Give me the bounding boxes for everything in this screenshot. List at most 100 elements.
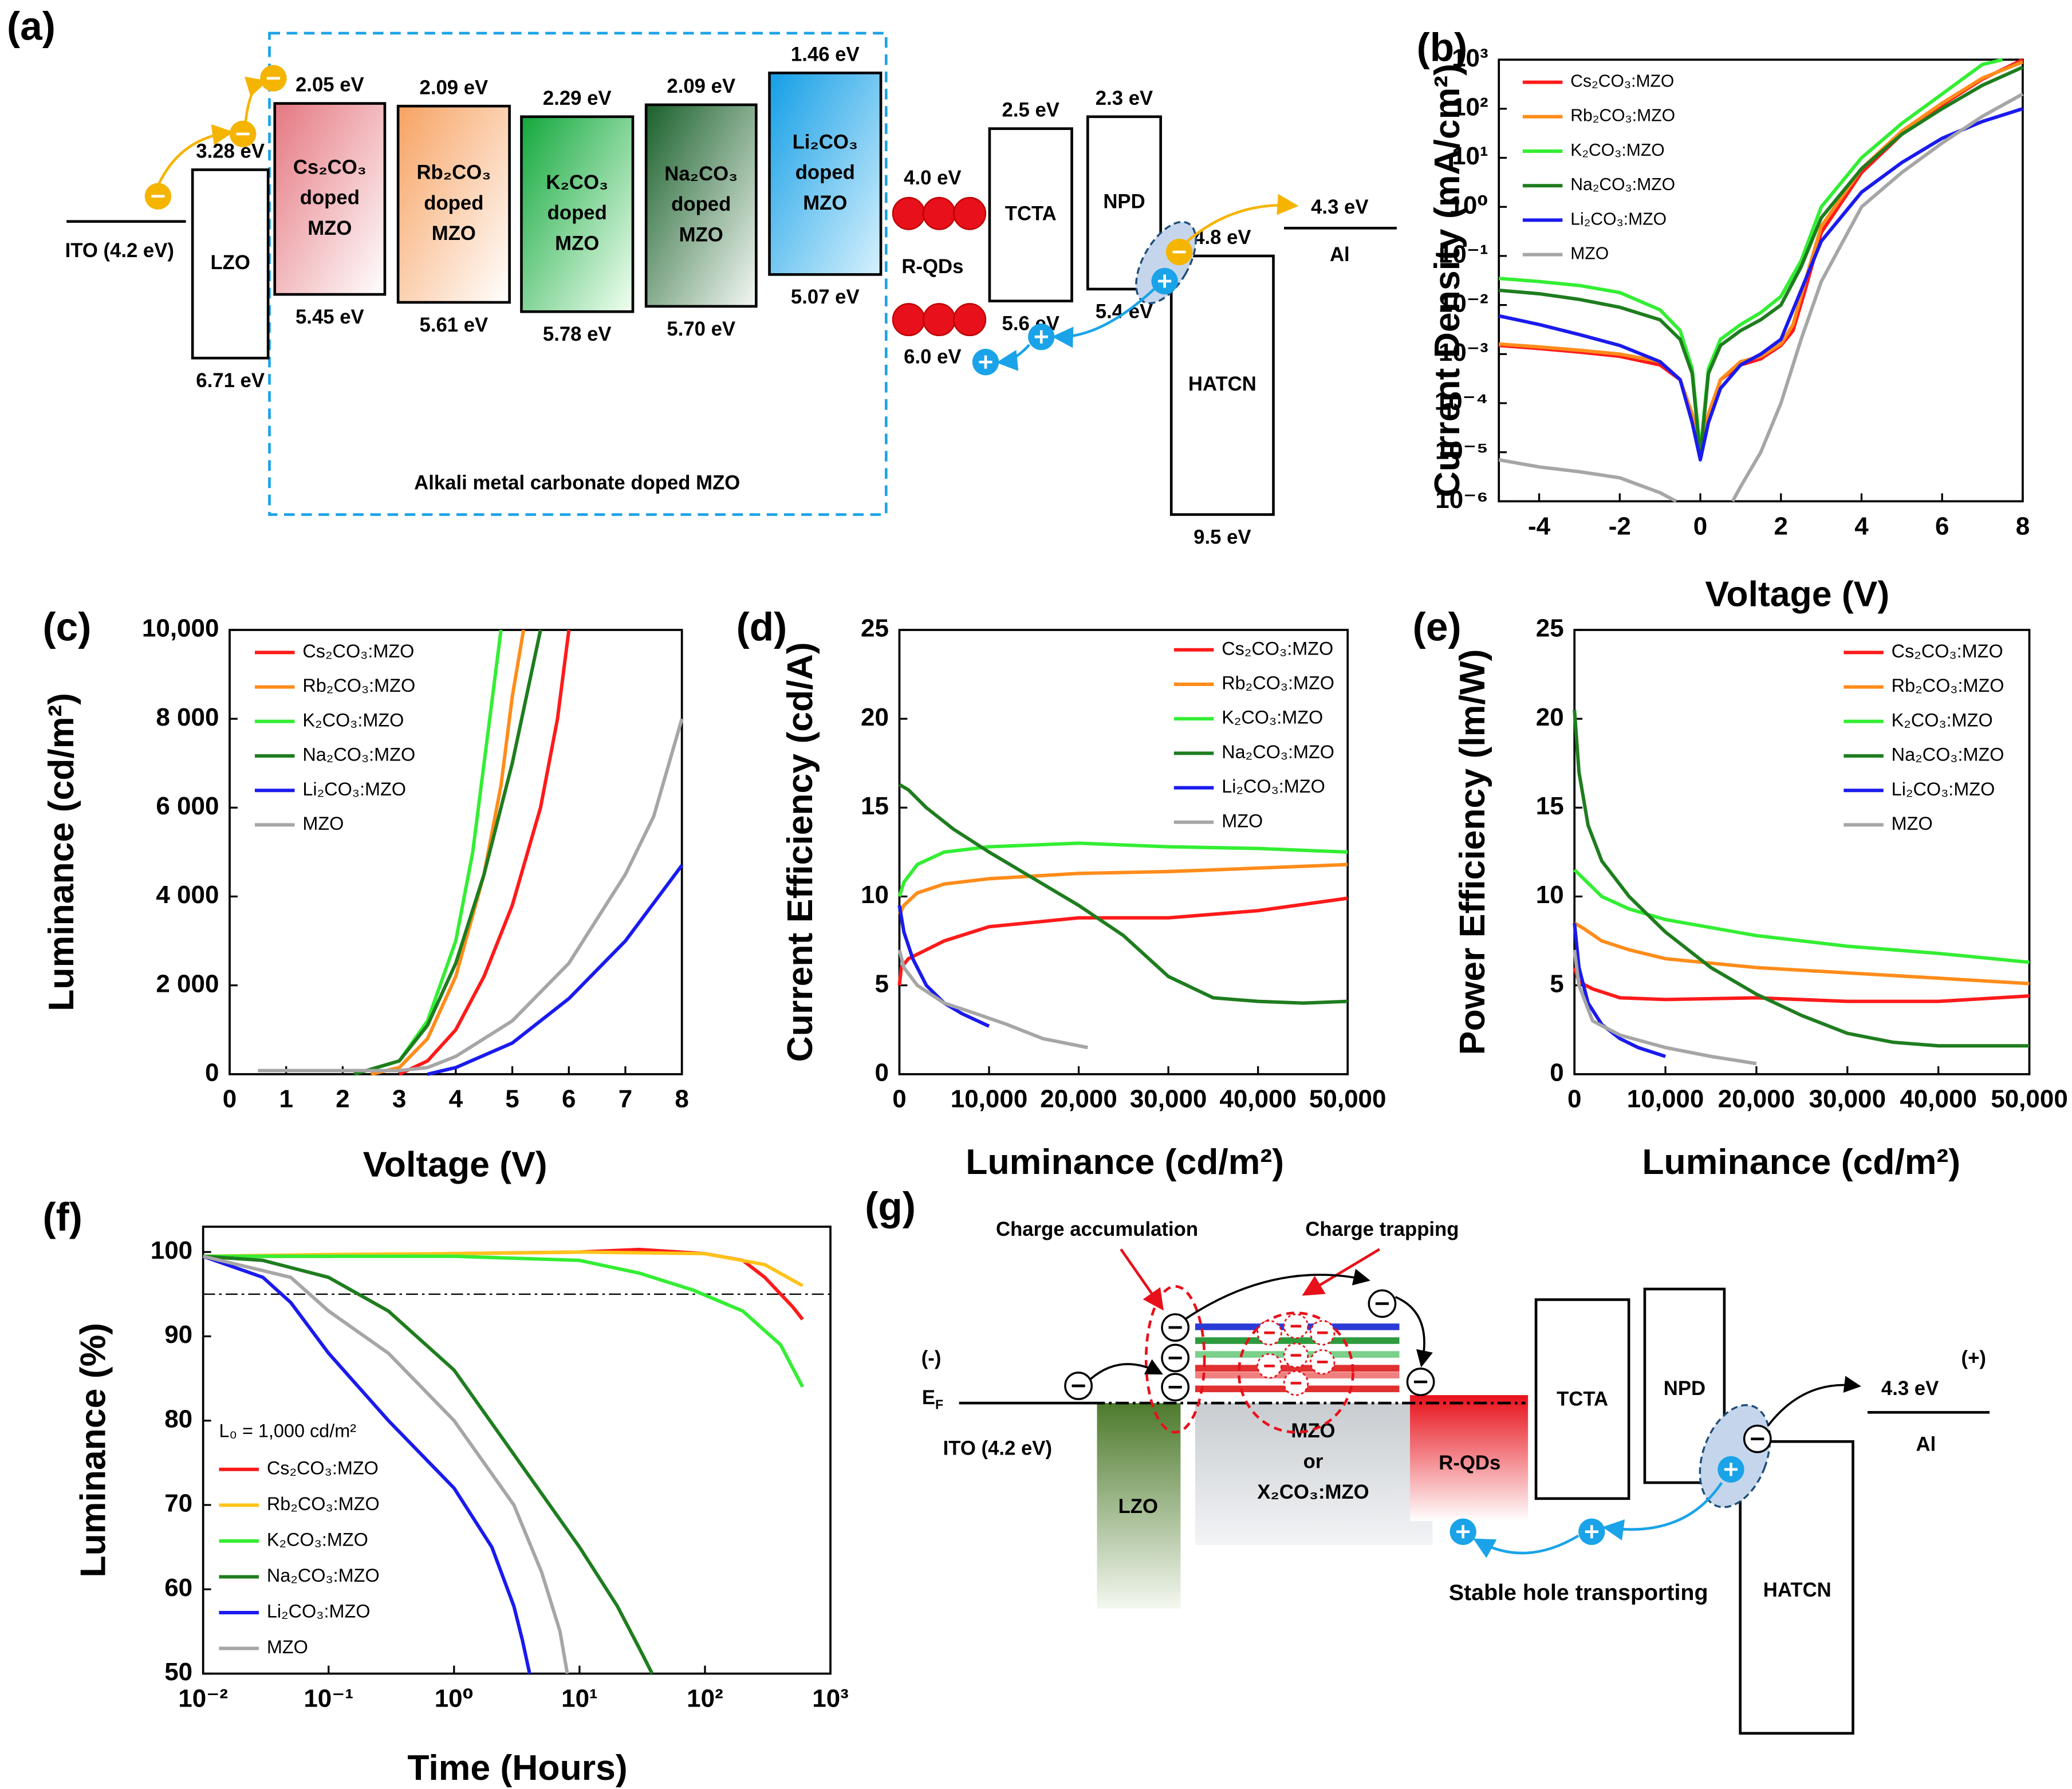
y-tick-label: 10⁻⁵ (1435, 436, 1488, 464)
arrow (244, 76, 268, 123)
diagram-label: 4.3 eV (1881, 1378, 1939, 1400)
legend-label: Cs₂CO₃:MZO (1570, 72, 1674, 91)
y-tick-label: 6 000 (156, 792, 219, 820)
x-tick-label: 2 (336, 1085, 349, 1113)
energy-level (520, 115, 635, 313)
panel-label: (d) (736, 604, 787, 649)
diagram-label: Rb₂CO₃ (416, 162, 491, 184)
energy-level (1097, 1403, 1181, 1609)
series-line (898, 783, 1348, 1005)
diagram-label: doped (671, 194, 731, 215)
arrow (1184, 1268, 1370, 1321)
y-tick-label: 8 000 (156, 703, 219, 731)
diagram-label: 2.05 eV (296, 74, 364, 96)
x-axis-title: Luminance (cd/m²) (1642, 1142, 1960, 1182)
panel-label: (b) (1417, 25, 1468, 69)
diagram-label: R-QDs (1439, 1452, 1500, 1474)
diagram-label: HATCN (1188, 373, 1256, 395)
x-tick-label: 10³ (812, 1684, 849, 1712)
legend-label: Rb₂CO₃:MZO (1892, 675, 2004, 696)
y-axis-title: Luminance (cd/m²) (41, 693, 81, 1011)
diagram-label: doped (424, 192, 483, 214)
plot-frame (1573, 629, 2031, 1075)
plot-frame (202, 1225, 832, 1675)
series-line (897, 896, 1348, 986)
diagram-label: TCTA (1557, 1389, 1608, 1410)
y-tick-label: 10³ (1452, 44, 1488, 72)
quantum-dot (953, 196, 987, 230)
x-tick-label: 20,000 (1040, 1085, 1117, 1113)
diagram-label: Charge trapping (1305, 1219, 1459, 1240)
diagram-label: (+) (1961, 1347, 1986, 1369)
x-tick-label: 8 (675, 1085, 688, 1113)
x-tick-label: 0 (223, 1085, 237, 1113)
diagram-label: ITO (4.2 eV) (65, 240, 174, 262)
y-tick-label: 10⁻³ (1439, 338, 1488, 367)
series-line (371, 629, 526, 1076)
legend-label: K₂CO₃:MZO (267, 1530, 368, 1550)
y-tick-label: 10¹ (1452, 142, 1488, 170)
energy-level (1410, 1395, 1529, 1522)
energy-level (768, 72, 883, 276)
diagram-label: 9.5 eV (1193, 526, 1251, 548)
diagram-label: R-QDs (901, 256, 963, 278)
fermi-label: EF (922, 1387, 943, 1412)
quantum-dot (953, 303, 987, 337)
energy-level (1169, 254, 1275, 516)
diagram-label: 5.70 eV (667, 318, 735, 340)
legend-label: MZO (302, 813, 344, 834)
diagram-label: (-) (921, 1347, 942, 1369)
x-tick-label: 10⁻² (178, 1684, 228, 1712)
legend-label: Rb₂CO₃:MZO (302, 675, 415, 696)
quantum-dot (892, 303, 925, 337)
y-tick-label: 10⁰ (1449, 191, 1488, 219)
series-line (353, 629, 542, 1076)
y-tick-label: 70 (164, 1489, 192, 1518)
diagram-label: X₂CO₃:MZO (1257, 1481, 1369, 1503)
energy-level (988, 127, 1073, 302)
legend-label: Cs₂CO₃:MZO (1222, 638, 1333, 659)
energy-level (396, 104, 511, 304)
plot-frame (898, 629, 1349, 1075)
x-tick-label: 0 (892, 1085, 906, 1113)
diagram-label: 5.61 eV (420, 314, 489, 336)
series-line (1573, 967, 2030, 1003)
x-tick-label: 0 (1693, 512, 1707, 540)
diagram-label: 5.45 eV (296, 306, 364, 328)
energy-level (644, 103, 758, 308)
y-tick-label: 5 (875, 970, 888, 998)
diagram-label: 2.29 eV (543, 88, 612, 109)
panel-label: (c) (42, 604, 91, 649)
y-axis-title: Current Efficiency (cd/A) (780, 642, 820, 1062)
energy-level (273, 102, 387, 296)
y-tick-label: 10 (1536, 881, 1564, 909)
diagram-label: TCTA (1005, 203, 1057, 224)
x-tick-label: 1 (279, 1085, 293, 1113)
x-tick-label: 30,000 (1130, 1085, 1207, 1113)
diagram-label: or (1303, 1451, 1323, 1472)
series-line (1573, 710, 2030, 1048)
panel-label: (a) (7, 3, 56, 48)
series-line (427, 864, 684, 1076)
x-axis-title: Voltage (V) (1705, 574, 1889, 614)
x-tick-label: 7 (619, 1085, 632, 1113)
y-tick-label: 10 (861, 881, 889, 909)
legend-label: K₂CO₃:MZO (1222, 707, 1323, 728)
y-tick-label: 50 (164, 1658, 192, 1686)
diagram-label: MZO (555, 233, 599, 254)
arrow (1120, 1248, 1164, 1311)
legend-label: MZO (1892, 813, 1933, 834)
y-axis-title: Luminance (%) (73, 1323, 113, 1578)
diagram-label: K₂CO₃ (546, 172, 608, 194)
fermi-symbol: E (922, 1387, 935, 1409)
y-tick-label: 15 (861, 792, 889, 820)
legend-label: Li₂CO₃:MZO (1892, 779, 1995, 799)
series-line (1498, 92, 2024, 503)
diagram-label: LZO (1118, 1496, 1158, 1518)
diagram-label: doped (795, 162, 855, 184)
x-tick-label: 10⁻¹ (304, 1684, 353, 1712)
x-axis-title: Luminance (cd/m²) (966, 1142, 1284, 1182)
arrow (1051, 288, 1155, 348)
y-tick-label: 60 (164, 1574, 192, 1602)
